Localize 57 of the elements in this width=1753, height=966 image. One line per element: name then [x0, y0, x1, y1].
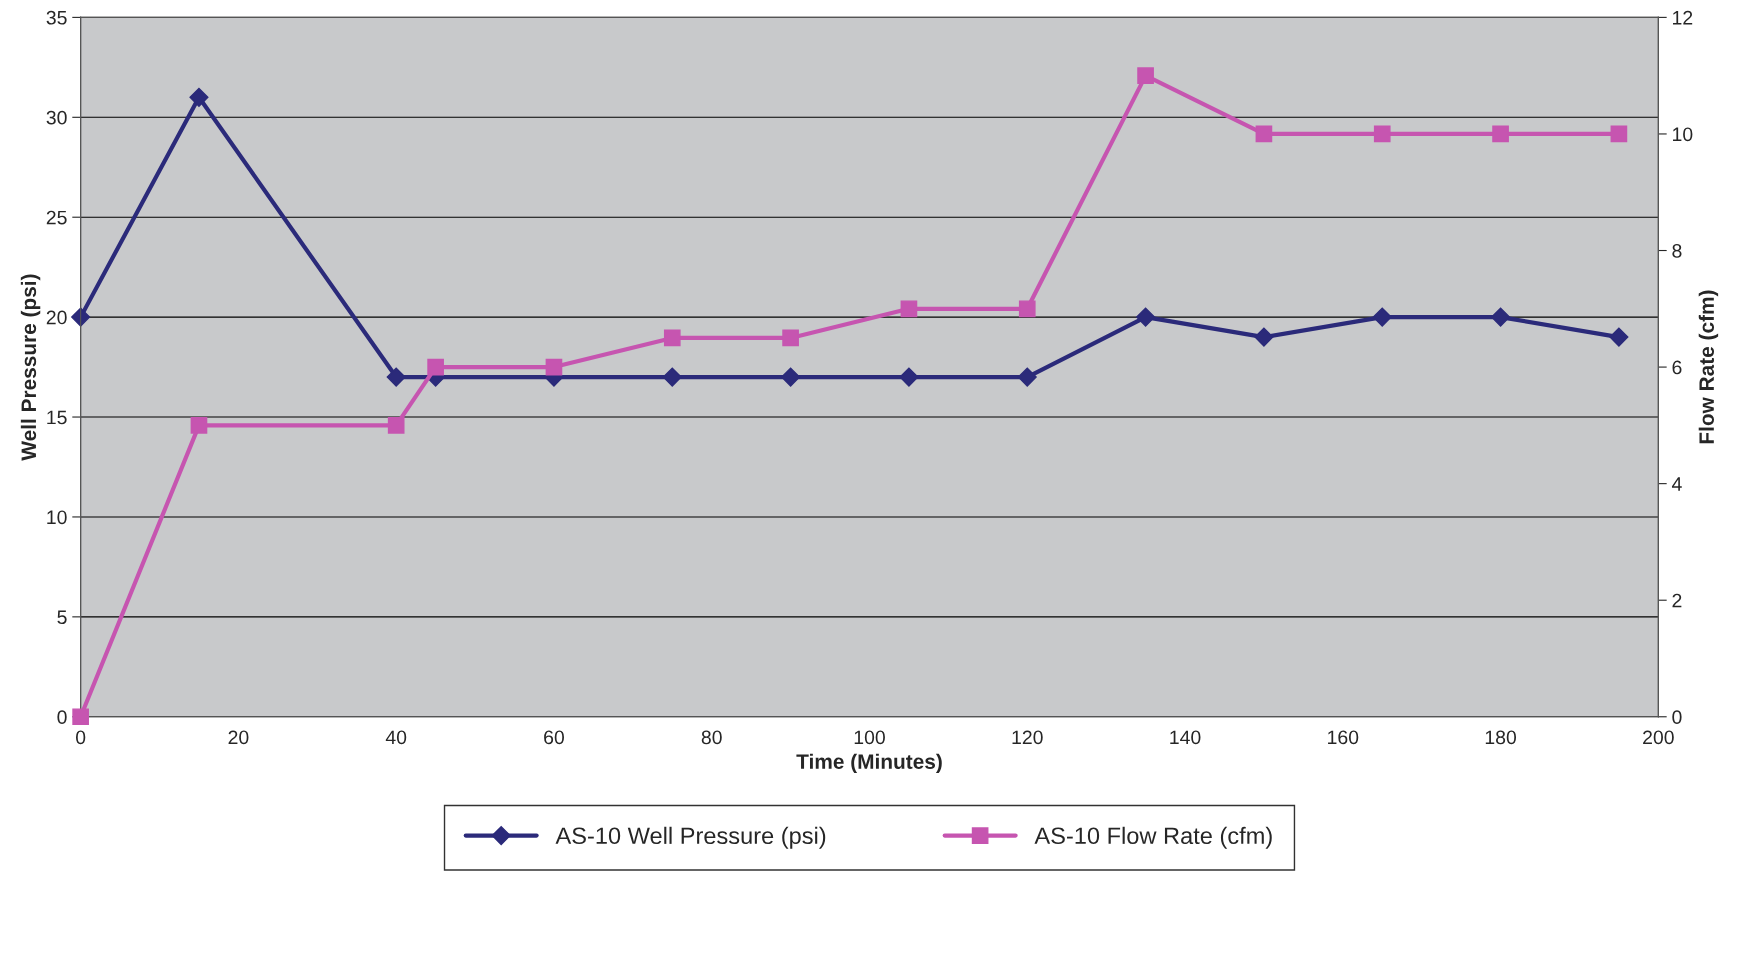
y2-tick-label: 4	[1671, 477, 1682, 491]
y2-axis-title: Flow Rate (cfm)	[1698, 290, 1719, 444]
legend-label: AS-10 Flow Rate (cfm)	[1034, 826, 1272, 849]
y-tick-label: 30	[46, 110, 67, 125]
y2-tick-label: 12	[1673, 10, 1693, 25]
point	[662, 367, 682, 387]
y-axis-title: Well Pressure (psi)	[20, 274, 41, 461]
point	[782, 329, 799, 347]
point	[1254, 327, 1274, 347]
legend-label: AS-10 Well Pressure (psi)	[555, 826, 826, 849]
x-axis-title: Time (Minutes)	[796, 753, 942, 774]
point	[386, 367, 406, 387]
point	[663, 329, 681, 347]
x-tick-label: 0	[75, 730, 86, 745]
point	[427, 358, 444, 376]
x-tick-label: 180	[1485, 730, 1517, 745]
y-tick-label: 35	[46, 10, 67, 25]
point	[1018, 300, 1036, 318]
point	[387, 417, 405, 434]
point	[1610, 125, 1628, 143]
x-tick-label: 40	[385, 730, 407, 745]
point	[900, 300, 918, 318]
y2-tick-label: 10	[1673, 127, 1693, 142]
x-tick-label: 120	[1012, 730, 1043, 745]
y2-tick-label: 8	[1672, 243, 1682, 258]
point	[190, 417, 208, 434]
point	[781, 367, 801, 387]
x-tick-label: 160	[1328, 730, 1359, 745]
point	[1609, 327, 1629, 347]
point	[1137, 67, 1154, 85]
x-tick-label: 20	[228, 730, 249, 745]
point	[71, 307, 91, 327]
point	[1372, 307, 1392, 327]
y-tick-label: 20	[46, 310, 67, 325]
point	[1136, 307, 1156, 327]
point	[1492, 125, 1509, 143]
y-tick-label: 0	[57, 710, 67, 725]
x-tick-label: 80	[701, 730, 722, 745]
point	[189, 87, 209, 107]
y-tick-label: 15	[47, 410, 67, 425]
point	[1255, 125, 1273, 143]
point	[72, 708, 89, 726]
point	[1491, 307, 1511, 327]
y-tick-label: 25	[46, 210, 67, 225]
y-tick-label: 10	[47, 510, 67, 525]
y2-tick-label: 2	[1672, 593, 1682, 608]
y2-tick-label: 6	[1672, 360, 1682, 375]
x-tick-label: 140	[1170, 730, 1201, 745]
y2-tick-label: 0	[1672, 710, 1682, 725]
x-tick-label: 200	[1643, 730, 1674, 745]
point	[1017, 367, 1037, 387]
x-tick-label: 100	[854, 730, 885, 745]
point	[1373, 125, 1391, 143]
point	[545, 358, 563, 376]
y-tick-label: 5	[57, 610, 67, 625]
x-tick-label: 60	[544, 730, 564, 745]
point	[899, 367, 919, 387]
